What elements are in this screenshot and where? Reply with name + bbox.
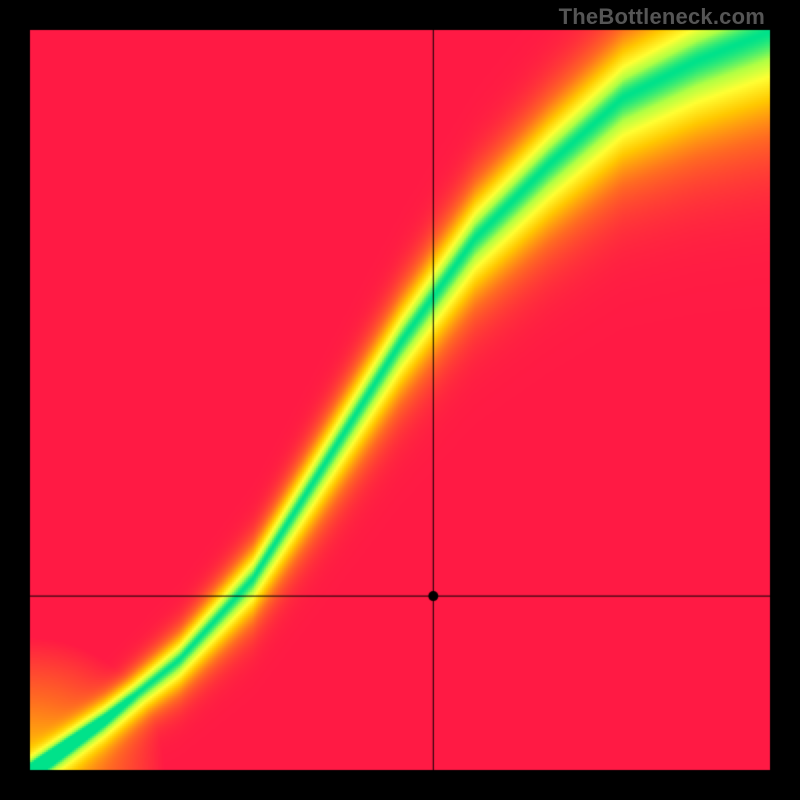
chart-frame: TheBottleneck.com	[0, 0, 800, 800]
watermark-text: TheBottleneck.com	[559, 4, 765, 30]
bottleneck-heatmap-canvas	[0, 0, 800, 800]
